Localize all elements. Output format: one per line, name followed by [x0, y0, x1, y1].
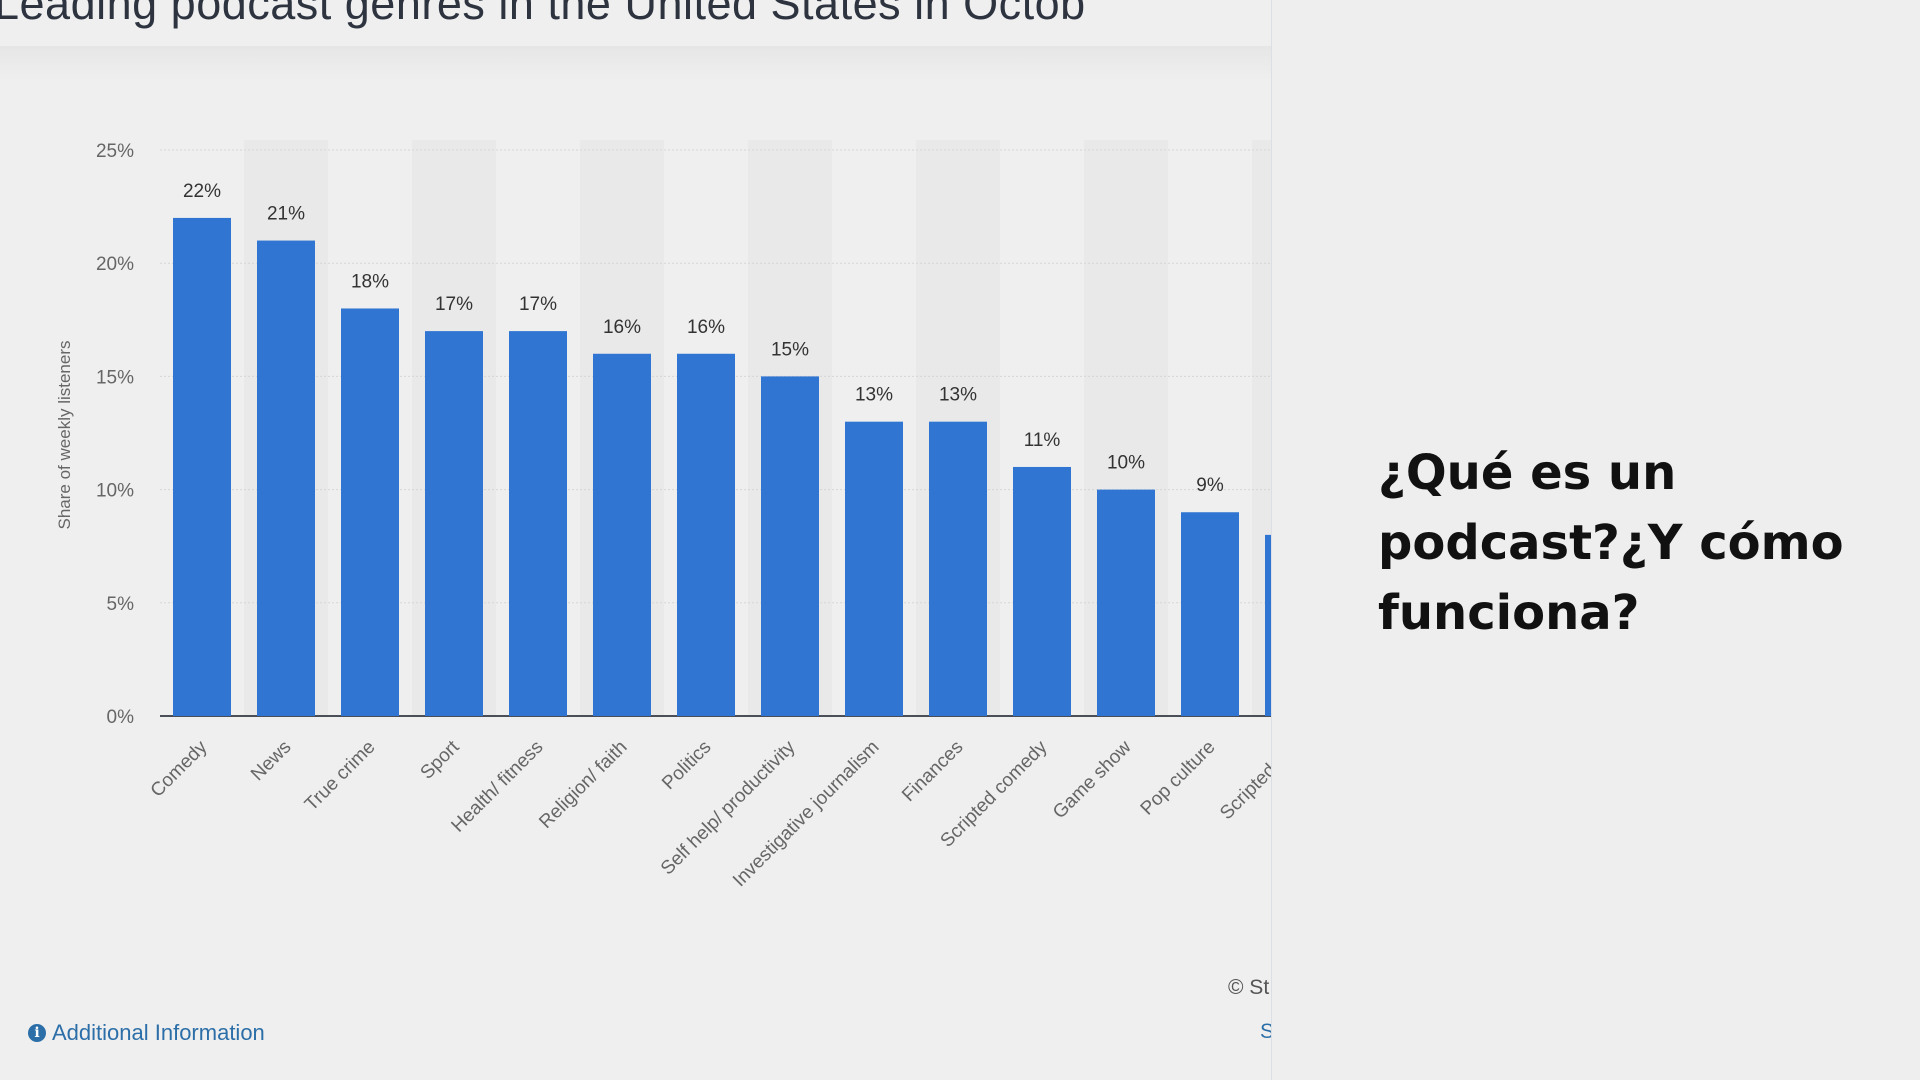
- bar: [677, 353, 735, 716]
- additional-information-link[interactable]: i Additional Information: [28, 1020, 265, 1046]
- data-label: 15%: [771, 339, 809, 360]
- bar: [929, 421, 987, 716]
- bar: [1181, 512, 1239, 716]
- bar: [341, 308, 399, 716]
- bar: [509, 331, 567, 716]
- copyright-text: © St: [1228, 976, 1270, 999]
- data-label: 10%: [1107, 453, 1145, 474]
- bar: [845, 421, 903, 716]
- chart-title: Leading podcast genres in the United Sta…: [0, 0, 1086, 29]
- data-label: 11%: [1024, 430, 1061, 451]
- chart-panel: Leading podcast genres in the United Sta…: [0, 0, 1272, 1080]
- x-tick-label: Scripted dra: [1216, 736, 1271, 824]
- data-label: 22%: [183, 181, 221, 202]
- bar: [1013, 466, 1071, 716]
- bar: [593, 353, 651, 716]
- bar-chart: 0% 5% 10% 15% 20% 25% 22% 21% 18% 17% 17% 16% 16% 15…: [55, 140, 1271, 891]
- slide-text-panel: ¿Qué es un podcast?¿Y cómo funciona?: [1272, 0, 1920, 1080]
- x-tick-label: Religion/ faith: [535, 737, 631, 833]
- bar: [1265, 534, 1271, 716]
- x-tick-label: Pop culture: [1137, 737, 1220, 820]
- bar: [425, 331, 483, 716]
- title-divider: [0, 46, 1271, 80]
- y-tick-label: 25%: [96, 141, 134, 162]
- info-icon: i: [28, 1024, 46, 1042]
- x-tick-label: Sport: [417, 736, 464, 783]
- data-label: 13%: [939, 385, 977, 406]
- bar: [173, 217, 231, 717]
- data-label: 16%: [687, 317, 725, 338]
- x-tick-label: Investigative journalism: [729, 737, 883, 891]
- x-tick-label: Finances: [898, 737, 967, 806]
- y-tick-label: 15%: [96, 367, 134, 388]
- bar: [257, 240, 315, 716]
- bar: [761, 376, 819, 716]
- data-label: 21%: [267, 204, 305, 225]
- data-label: 18%: [351, 271, 389, 292]
- data-label: 17%: [519, 294, 557, 315]
- y-tick-label: 5%: [107, 594, 135, 615]
- data-label: 9%: [1196, 475, 1224, 496]
- x-tick-label: True crime: [301, 737, 380, 816]
- data-label: 16%: [603, 317, 641, 338]
- additional-information-label: Additional Information: [52, 1020, 265, 1045]
- source-link[interactable]: S: [1260, 1020, 1271, 1044]
- y-tick-label: 10%: [96, 481, 134, 502]
- slide-heading: ¿Qué es un podcast?¿Y cómo funciona?: [1378, 445, 1844, 641]
- x-tick-label: Comedy: [147, 736, 212, 801]
- y-tick-label: 0%: [107, 707, 135, 728]
- data-label: 13%: [855, 385, 893, 406]
- x-tick-label: News: [247, 737, 295, 785]
- bar: [1097, 489, 1155, 716]
- x-tick-label: Politics: [658, 737, 715, 794]
- x-tick-label: Game show: [1049, 736, 1136, 823]
- y-axis-label: Share of weekly listeners: [55, 341, 74, 530]
- data-label: 17%: [435, 294, 473, 315]
- y-tick-label: 20%: [96, 254, 134, 275]
